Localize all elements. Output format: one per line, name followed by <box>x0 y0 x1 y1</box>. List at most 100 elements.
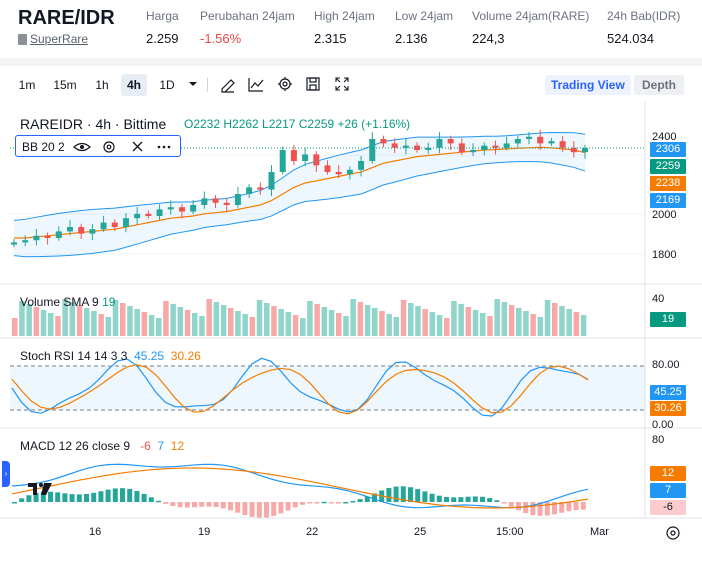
macd-histogram-bar <box>91 492 97 502</box>
volume-bar <box>192 313 198 336</box>
interval-15m[interactable]: 15m <box>53 78 77 92</box>
volume-bar <box>451 301 457 336</box>
volume-bar <box>163 301 169 336</box>
macd-histogram-bar <box>487 498 493 502</box>
macd-histogram-bar <box>336 502 341 504</box>
interval-4h[interactable]: 4h <box>121 74 147 96</box>
depth-tab[interactable]: Depth <box>634 75 684 95</box>
last-price-tag: 2259 <box>650 159 686 174</box>
stat-label: Volume 24jam(RARE) <box>472 9 590 23</box>
candle-body <box>369 139 376 161</box>
volume-bar <box>350 299 356 336</box>
interval-1m[interactable]: 1m <box>18 78 36 92</box>
macd-histogram-bar <box>372 493 377 502</box>
candle-body <box>178 207 185 212</box>
macd-histogram-bar <box>256 502 262 518</box>
volume-bar <box>408 303 414 336</box>
interval-1d[interactable]: 1D <box>159 78 175 92</box>
candle-body <box>346 169 353 175</box>
volume-pane-label: Volume SMA 9 19 <box>20 295 116 309</box>
volume-bar <box>559 306 565 336</box>
save-icon[interactable] <box>303 75 323 93</box>
bb-basis-line <box>14 146 586 239</box>
interval-1h[interactable]: 1h <box>95 78 109 92</box>
volume-bar <box>170 304 176 336</box>
candle-body <box>425 147 432 150</box>
chevron-down-icon[interactable] <box>183 75 203 93</box>
candle-body <box>335 172 342 175</box>
macd-histogram-bar <box>156 500 161 503</box>
stat-value: -1.56% <box>200 31 242 46</box>
candle-body <box>78 227 85 234</box>
volume-bar <box>134 309 140 336</box>
candle-body <box>402 145 409 148</box>
macd-histogram-bar <box>278 502 284 514</box>
candle-body <box>492 145 499 148</box>
indicators-icon[interactable] <box>246 75 266 93</box>
volume-bar <box>62 299 68 336</box>
price-tick: 2000 <box>652 209 677 221</box>
candle-body <box>212 198 219 203</box>
token-name-link[interactable]: SuperRare <box>30 32 89 46</box>
candle-body <box>22 240 29 243</box>
reset-settings-icon[interactable] <box>664 524 682 542</box>
stoch-d-line <box>11 364 589 415</box>
volume-bar <box>48 313 54 336</box>
candle-body <box>436 139 443 148</box>
price-chart[interactable] <box>0 66 702 563</box>
candle-body <box>537 136 544 144</box>
macd-histogram-bar <box>408 487 413 502</box>
volume-bar <box>357 302 364 336</box>
bb-upper-line <box>13 132 586 221</box>
bb-indicator-legend[interactable]: BB 20 2 <box>15 135 181 157</box>
macd-histogram-bar <box>141 493 147 502</box>
macd-histogram-bar <box>84 493 89 502</box>
macd-histogram-bar <box>580 502 586 510</box>
eye-icon <box>73 142 91 152</box>
stoch-k-tag: 45.25 <box>650 385 686 400</box>
volume-bar <box>508 305 515 336</box>
macd-histogram-bar <box>199 502 205 507</box>
stat-value: 2.259 <box>146 31 179 46</box>
fullscreen-icon[interactable] <box>332 75 352 93</box>
volume-bar <box>177 307 184 336</box>
volume-bar <box>364 305 371 336</box>
volume-bar <box>415 306 421 336</box>
price-tick: 1800 <box>652 249 677 261</box>
macd-histogram-bar <box>213 502 219 508</box>
macd-histogram-bar <box>98 491 104 502</box>
draw-icon[interactable] <box>218 75 238 93</box>
volume-bar <box>343 316 349 336</box>
macd-histogram-bar <box>458 497 464 502</box>
more-icon <box>157 145 171 149</box>
volume-bar <box>494 299 500 336</box>
volume-bar <box>112 300 119 336</box>
macd-pane-label: MACD 12 26 close 9 -6 7 12 <box>20 439 185 453</box>
stat-label: Perubahan 24jam <box>200 9 295 23</box>
macd-histogram-bar <box>321 501 327 504</box>
chart-toolbar: 1m 15m 1h 4h 1D Trading View Depth <box>0 66 702 102</box>
candle-body <box>526 136 533 139</box>
volume-bar <box>386 314 392 336</box>
stat-value: 224,3 <box>472 31 505 46</box>
volume-bar <box>321 307 328 336</box>
volume-bar <box>141 312 148 336</box>
candle-body <box>391 143 398 148</box>
volume-bar <box>242 314 248 336</box>
macd-line <box>11 463 589 509</box>
time-tick: 19 <box>198 526 211 538</box>
stat-value: 524.034 <box>607 31 654 46</box>
macd-histogram-bar <box>537 502 543 516</box>
macd-histogram-bar <box>184 502 190 508</box>
volume-bar <box>436 315 443 336</box>
candle-body <box>548 141 555 144</box>
volume-bar <box>300 318 306 336</box>
volume-bar <box>393 317 400 336</box>
trading-view-tab[interactable]: Trading View <box>545 75 631 95</box>
candle-body <box>156 209 163 216</box>
settings-icon[interactable] <box>275 75 295 93</box>
volume-bar <box>127 306 133 336</box>
volume-bar <box>256 300 263 336</box>
sidebar-toggle-handle[interactable]: › <box>2 461 10 487</box>
macd-histogram-bar <box>26 495 32 502</box>
